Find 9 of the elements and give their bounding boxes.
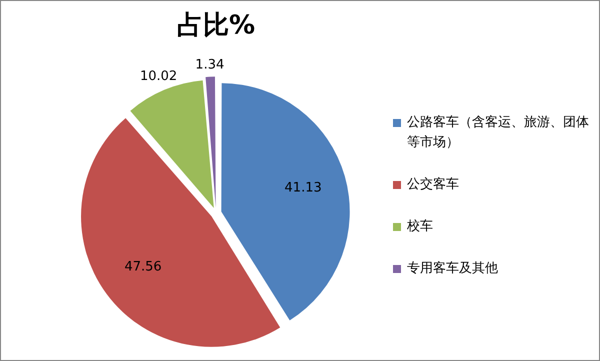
- data-label: 41.13: [284, 180, 322, 196]
- chart-title: 占比%: [176, 10, 256, 40]
- data-label: 1.34: [195, 58, 224, 73]
- legend-label: 公路客车（含客运、旅游、团体等市场）: [407, 114, 590, 152]
- legend-label: 公交客车: [407, 176, 459, 194]
- data-label: 10.02: [140, 69, 178, 84]
- legend-label: 专用客车及其他: [407, 260, 498, 278]
- legend-label: 校车: [407, 218, 433, 236]
- data-label: 47.56: [124, 259, 162, 274]
